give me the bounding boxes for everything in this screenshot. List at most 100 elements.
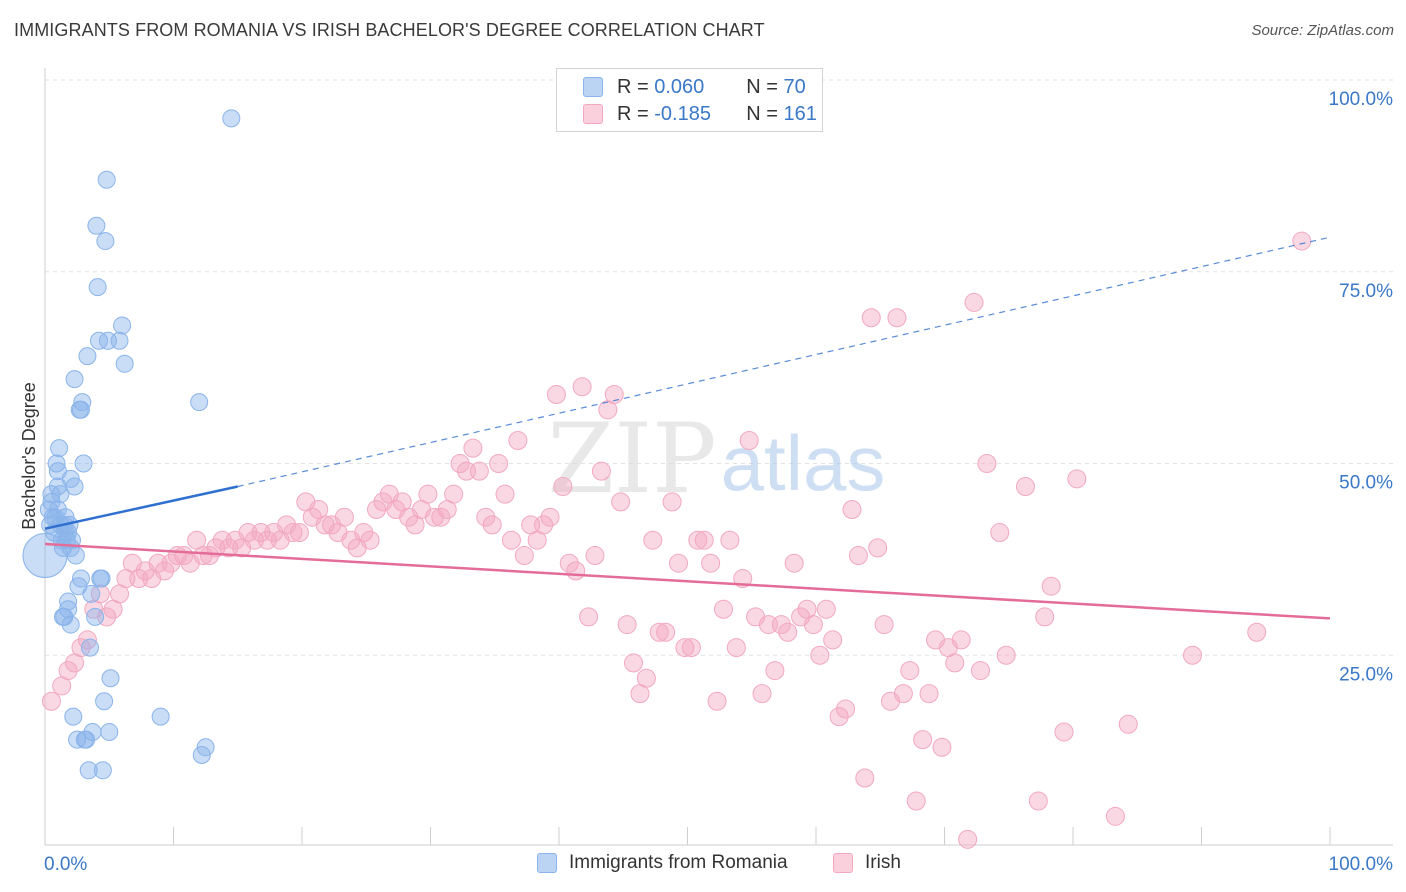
grid-lines xyxy=(45,79,1393,656)
irish-point xyxy=(739,430,759,450)
romania-point xyxy=(64,707,83,726)
irish-point xyxy=(334,507,354,527)
legend-swatch-irish xyxy=(833,853,853,873)
romania-point xyxy=(83,722,102,741)
irish-point xyxy=(482,515,502,535)
legend-r-label: R = xyxy=(617,75,649,98)
bottom-legend-romania: Immigrants from Romania xyxy=(537,852,788,874)
irish-point xyxy=(1041,576,1061,596)
romania-point xyxy=(110,331,129,350)
romania-point xyxy=(93,761,112,780)
romania-point xyxy=(113,316,132,335)
source-label: Source: ZipAtlas.com xyxy=(1251,22,1394,39)
irish-point xyxy=(707,691,727,711)
romania-point xyxy=(77,730,96,749)
romania-point xyxy=(71,569,90,588)
romania-points xyxy=(22,109,241,780)
irish-point xyxy=(990,523,1010,543)
irish-point xyxy=(906,791,926,811)
romania-point xyxy=(61,469,80,488)
irish-point xyxy=(553,477,573,497)
romania-point xyxy=(59,592,78,611)
y-tick-label-75: 75.0% xyxy=(1339,281,1393,302)
romania-point xyxy=(101,669,120,688)
romania-point xyxy=(50,439,69,458)
irish-point xyxy=(713,599,733,619)
irish-point xyxy=(1105,806,1125,826)
romania-point xyxy=(79,761,98,780)
irish-point xyxy=(893,684,913,704)
irish-point xyxy=(58,661,78,681)
irish-point xyxy=(1292,231,1312,251)
irish-point xyxy=(778,622,798,642)
romania-point xyxy=(151,707,170,726)
irish-point xyxy=(463,438,483,458)
irish-point xyxy=(469,461,489,481)
irish-point xyxy=(367,500,387,520)
romania-point xyxy=(41,515,60,534)
irish-point xyxy=(842,500,862,520)
irish-point xyxy=(977,454,997,473)
irish-point xyxy=(617,615,637,635)
irish-point xyxy=(855,768,875,788)
legend-row-romania: R = 0.060 N = 70 xyxy=(583,74,806,100)
watermark-zip: ZIP xyxy=(547,403,716,515)
irish-point xyxy=(694,530,714,550)
romania-point xyxy=(100,722,119,741)
romania-point xyxy=(190,393,209,412)
irish-point xyxy=(540,507,560,527)
stats-legend: R = 0.060 N = 70 R = -0.185 N = 161 xyxy=(556,68,823,132)
irish-point xyxy=(932,737,952,757)
trend-lines xyxy=(44,236,1331,620)
irish-point xyxy=(41,691,61,711)
y-tick-label-50: 50.0% xyxy=(1339,473,1393,494)
romania-point xyxy=(222,109,241,128)
irish-point xyxy=(489,454,509,473)
romania-point xyxy=(74,454,93,473)
romania-point xyxy=(78,347,97,366)
watermark-atlas: atlas xyxy=(721,419,886,507)
y-axis-label: Bachelor's Degree xyxy=(19,382,39,530)
irish-point xyxy=(1067,469,1087,489)
legend-n-value: 161 xyxy=(783,102,817,125)
irish-point xyxy=(675,638,695,658)
irish-point xyxy=(559,553,579,573)
irish-point xyxy=(726,638,746,658)
irish-point xyxy=(874,615,894,635)
irish-point xyxy=(784,553,804,573)
irish-point xyxy=(636,668,656,688)
irish-point xyxy=(752,684,772,704)
irish-point xyxy=(958,829,978,849)
legend-r-value: 0.060 xyxy=(654,75,705,98)
irish-point xyxy=(688,530,708,550)
irish-point xyxy=(771,615,791,635)
irish-point xyxy=(662,492,682,512)
irish-point xyxy=(803,615,823,635)
irish-point xyxy=(816,599,836,619)
legend-swatch-romania xyxy=(583,77,603,97)
irish-point xyxy=(996,645,1016,665)
romania-point xyxy=(88,278,107,297)
legend-n-label: N = xyxy=(746,102,778,125)
romania-point xyxy=(61,615,80,634)
irish-point xyxy=(1035,607,1055,627)
irish-point xyxy=(572,377,592,397)
legend-r-value: -0.185 xyxy=(654,102,711,125)
irish-point xyxy=(701,553,721,573)
romania-point xyxy=(73,393,92,412)
irish-point xyxy=(289,523,309,543)
romania-point xyxy=(96,232,115,251)
irish-point xyxy=(900,661,920,681)
irish-point xyxy=(913,730,933,750)
irish-points xyxy=(41,231,1312,849)
legend-label-romania: Immigrants from Romania xyxy=(569,852,788,873)
romania-point xyxy=(80,638,99,657)
irish-trend-line xyxy=(44,542,1331,620)
irish-point xyxy=(566,561,586,581)
irish-point xyxy=(624,653,644,673)
irish-point xyxy=(418,484,438,504)
irish-point xyxy=(1118,714,1138,734)
irish-point xyxy=(585,546,605,566)
irish-point xyxy=(360,530,380,550)
romania-point xyxy=(48,500,67,519)
